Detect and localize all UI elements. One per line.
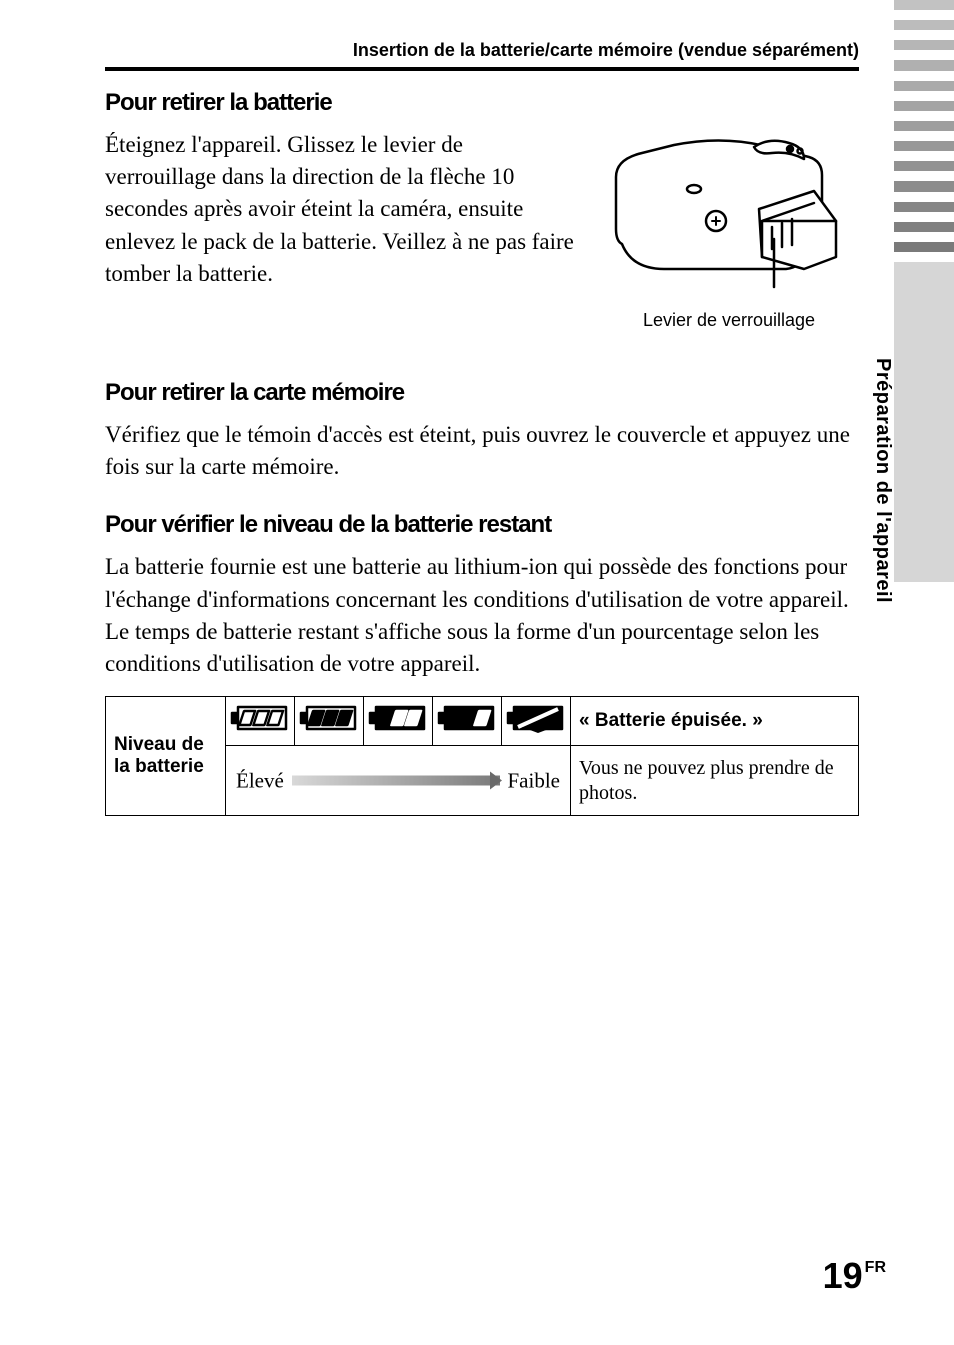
heading-remove-card: Pour retirer la carte mémoire [105, 379, 859, 407]
page-content: Insertion de la batterie/carte mémoire (… [0, 0, 954, 1345]
battery-icon [437, 703, 497, 733]
battery-icon [368, 703, 428, 733]
battery-icon-cell [433, 697, 502, 746]
text-remove-battery: Éteignez l'appareil. Glissez le levier d… [105, 129, 575, 290]
battery-icon [230, 703, 290, 733]
heading-remove-battery: Pour retirer la batterie [105, 89, 859, 117]
battery-empty-text: Vous ne pouvez plus prendre de photos. [571, 746, 859, 816]
gradient-label-high: Élevé [236, 768, 284, 793]
battery-icon-cell [226, 697, 295, 746]
text-remove-card: Vérifiez que le témoin d'accès est étein… [105, 419, 859, 483]
running-header: Insertion de la batterie/carte mémoire (… [105, 40, 859, 61]
table-row-header: Niveau de la batterie [106, 697, 226, 816]
heading-battery-level: Pour vérifier le niveau de la batterie r… [105, 511, 859, 539]
battery-icon [506, 703, 566, 733]
page-number-suffix: FR [865, 1259, 886, 1276]
figure-camera-battery [604, 129, 854, 299]
battery-gradient-cell: Élevé Faible [226, 746, 571, 816]
battery-icon-cell [502, 697, 571, 746]
gradient-label-low: Faible [508, 768, 561, 793]
page-number: 19FR [823, 1255, 886, 1297]
header-rule [105, 67, 859, 71]
battery-icon-cell [295, 697, 364, 746]
battery-icon-cell [364, 697, 433, 746]
gradient-bar [292, 776, 500, 786]
page-number-value: 19 [823, 1255, 863, 1296]
figure-caption-lock-lever: Levier de verrouillage [599, 310, 859, 331]
text-battery-level: La batterie fournie est une batterie au … [105, 551, 859, 680]
battery-icon [299, 703, 359, 733]
battery-empty-header: « Batterie épuisée. » [571, 697, 859, 746]
battery-level-table: Niveau de la batterie « Batterie épuisée… [105, 696, 859, 816]
